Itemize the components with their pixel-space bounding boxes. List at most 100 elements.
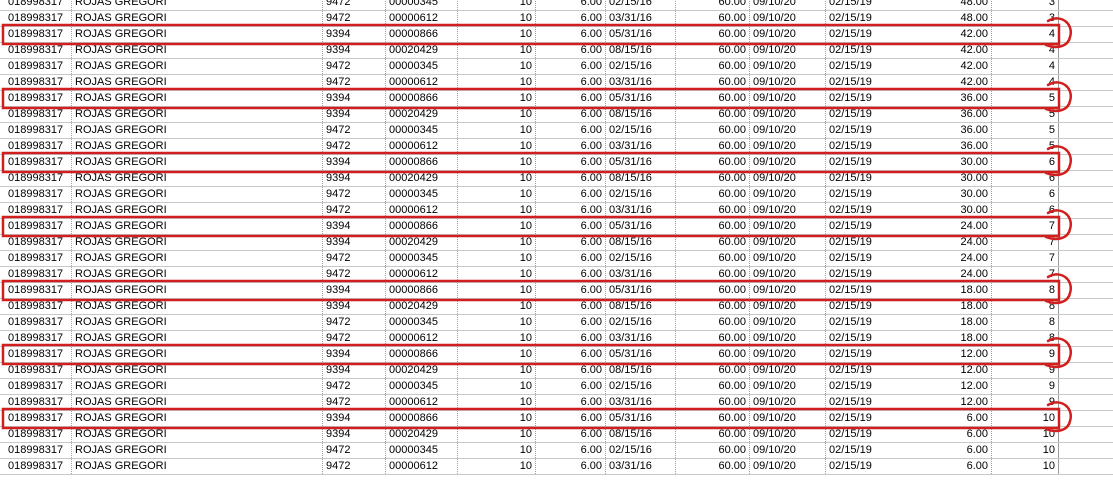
rate-cell: 6.00 (536, 75, 606, 90)
reference-cell: 00000612 (386, 459, 458, 474)
table-row[interactable]: 018998317 ROJAS GREGORI 9472 00000612 10 6.00… (0, 267, 1113, 283)
reference-cell: 00000866 (386, 347, 458, 362)
table-row[interactable]: 018998317 ROJAS GREGORI 9394 00000866 10 6.00… (0, 219, 1113, 235)
reference-cell: 00020429 (386, 43, 458, 58)
reference-cell: 00020429 (386, 363, 458, 378)
balance-cell: 42.00 (896, 59, 992, 74)
table-row[interactable]: 018998317 ROJAS GREGORI 9472 00000612 10 6.00… (0, 459, 1113, 475)
table-row[interactable]: 018998317 ROJAS GREGORI 9394 00020429 10 6.00… (0, 427, 1113, 443)
qty-cell: 10 (458, 0, 536, 10)
code-cell: 9472 (323, 11, 386, 26)
table-row[interactable]: 018998317 ROJAS GREGORI 9394 00020429 10 6.00… (0, 107, 1113, 123)
start-date-cell: 02/15/16 (606, 123, 676, 138)
balance-cell: 36.00 (896, 91, 992, 106)
amount-cell: 60.00 (676, 267, 750, 282)
start-date-cell: 02/15/16 (606, 379, 676, 394)
reference-cell: 00000612 (386, 395, 458, 410)
end-date-cell: 09/10/20 (750, 11, 826, 26)
balance-cell: 36.00 (896, 139, 992, 154)
eff-date-cell: 02/15/19 (829, 460, 872, 472)
code-cell: 9472 (323, 123, 386, 138)
rate-cell: 6.00 (536, 235, 606, 250)
period-cell: 4 (992, 75, 1059, 90)
end-date-cell: 09/10/20 (750, 267, 826, 282)
table-row[interactable]: 018998317 ROJAS GREGORI 9394 00020429 10 6.00… (0, 299, 1113, 315)
name-cell: ROJAS GREGORI (72, 0, 323, 10)
period-cell: 5 (992, 123, 1059, 138)
table-row[interactable]: 018998317 ROJAS GREGORI 9394 00020429 10 6.00… (0, 171, 1113, 187)
balance-cell: 6.00 (896, 459, 992, 474)
table-row[interactable]: 018998317 ROJAS GREGORI 9394 00000866 10 6.00… (0, 155, 1113, 171)
end-date-cell: 09/10/20 (750, 443, 826, 458)
eff-date-cell: 02/15/19 (829, 412, 872, 424)
eff-date-cell: 02/15/19 (829, 28, 872, 40)
account-cell: 018998317 (5, 155, 72, 170)
qty-cell: 10 (458, 187, 536, 202)
end-date-cell: 09/10/20 (750, 123, 826, 138)
rate-cell: 6.00 (536, 203, 606, 218)
table-row[interactable]: 018998317 ROJAS GREGORI 9394 00000866 10 6.00… (0, 27, 1113, 43)
table-row[interactable]: 018998317 ROJAS GREGORI 9472 00000345 10 6.00… (0, 59, 1113, 75)
eff-date-cell: 02/15/19 (829, 332, 872, 344)
eff-date-cell: 02/15/19 (829, 204, 872, 216)
table-row[interactable]: 018998317 ROJAS GREGORI 9394 00000866 10 6.00… (0, 347, 1113, 363)
amount-cell: 60.00 (676, 203, 750, 218)
table-row[interactable]: 018998317 ROJAS GREGORI 9472 00000612 10 6.00… (0, 139, 1113, 155)
table-row[interactable]: 018998317 ROJAS GREGORI 9394 00000866 10 6.00… (0, 283, 1113, 299)
rate-cell: 6.00 (536, 155, 606, 170)
balance-cell: 12.00 (896, 395, 992, 410)
name-cell: ROJAS GREGORI (72, 315, 323, 330)
table-row[interactable]: 018998317 ROJAS GREGORI 9472 00000345 10 6.00… (0, 315, 1113, 331)
eff-date-cell: 02/15/19 (829, 284, 872, 296)
account-cell: 018998317 (5, 171, 72, 186)
table-row[interactable]: 018998317 ROJAS GREGORI 9472 00000345 10 6.00… (0, 187, 1113, 203)
end-date-cell: 09/10/20 (750, 283, 826, 298)
table-row[interactable]: 018998317 ROJAS GREGORI 9472 00000612 10 6.00… (0, 395, 1113, 411)
table-row[interactable]: 018998317 ROJAS GREGORI 9472 00000612 10 6.00… (0, 203, 1113, 219)
table-row[interactable]: 018998317 ROJAS GREGORI 9472 00000345 10 6.00… (0, 379, 1113, 395)
eff-date-cell: 02/15/19 (829, 92, 872, 104)
amount-cell: 60.00 (676, 411, 750, 426)
amount-cell: 60.00 (676, 43, 750, 58)
reference-cell: 00020429 (386, 171, 458, 186)
eff-date-cell: 02/15/19 (829, 316, 872, 328)
end-date-cell: 09/10/20 (750, 219, 826, 234)
reference-cell: 00000866 (386, 91, 458, 106)
account-cell: 018998317 (5, 11, 72, 26)
eff-date-cell: 02/15/19 (829, 364, 872, 376)
qty-cell: 10 (458, 171, 536, 186)
code-cell: 9472 (323, 459, 386, 474)
table-row[interactable]: 018998317 ROJAS GREGORI 9472 00000345 10 6.00… (0, 123, 1113, 139)
end-date-cell: 09/10/20 (750, 379, 826, 394)
eff-date-cell: 02/15/19 (829, 220, 872, 232)
period-cell: 7 (992, 251, 1059, 266)
table-row[interactable]: 018998317 ROJAS GREGORI 9394 00020429 10 6.00… (0, 235, 1113, 251)
table-row[interactable]: 018998317 ROJAS GREGORI 9472 00000612 10 6.00… (0, 11, 1113, 27)
qty-cell: 10 (458, 203, 536, 218)
code-cell: 9394 (323, 299, 386, 314)
table-row[interactable]: 018998317 ROJAS GREGORI 9472 00000345 10 6.00… (0, 443, 1113, 459)
table-row[interactable]: 018998317 ROJAS GREGORI 9472 00000612 10 6.00… (0, 331, 1113, 347)
table-row[interactable]: 018998317 ROJAS GREGORI 9394 00000866 10 6.00… (0, 91, 1113, 107)
balance-cell: 12.00 (896, 347, 992, 362)
name-cell: ROJAS GREGORI (72, 283, 323, 298)
table-row[interactable]: 018998317 ROJAS GREGORI 9472 00000345 10 6.00… (0, 251, 1113, 267)
table-row[interactable]: 018998317 ROJAS GREGORI 9394 00000866 10 6.00… (0, 411, 1113, 427)
period-cell: 10 (992, 459, 1059, 474)
reference-cell: 00000866 (386, 219, 458, 234)
table-row[interactable]: 018998317 ROJAS GREGORI 9472 00000612 10 6.00… (0, 75, 1113, 91)
start-date-cell: 02/15/16 (606, 251, 676, 266)
account-cell: 018998317 (5, 443, 72, 458)
rate-cell: 6.00 (536, 139, 606, 154)
period-cell: 10 (992, 411, 1059, 426)
amount-cell: 60.00 (676, 347, 750, 362)
start-date-cell: 03/31/16 (606, 267, 676, 282)
table-row[interactable]: 018998317 ROJAS GREGORI 9394 00020429 10 6.00… (0, 43, 1113, 59)
rate-cell: 6.00 (536, 347, 606, 362)
balance-cell: 36.00 (896, 107, 992, 122)
table-row[interactable]: 018998317 ROJAS GREGORI 9472 00000345 10 6.00… (0, 0, 1113, 11)
account-cell: 018998317 (5, 139, 72, 154)
code-cell: 9472 (323, 139, 386, 154)
reference-cell: 00000345 (386, 443, 458, 458)
table-row[interactable]: 018998317 ROJAS GREGORI 9394 00020429 10 6.00… (0, 363, 1113, 379)
